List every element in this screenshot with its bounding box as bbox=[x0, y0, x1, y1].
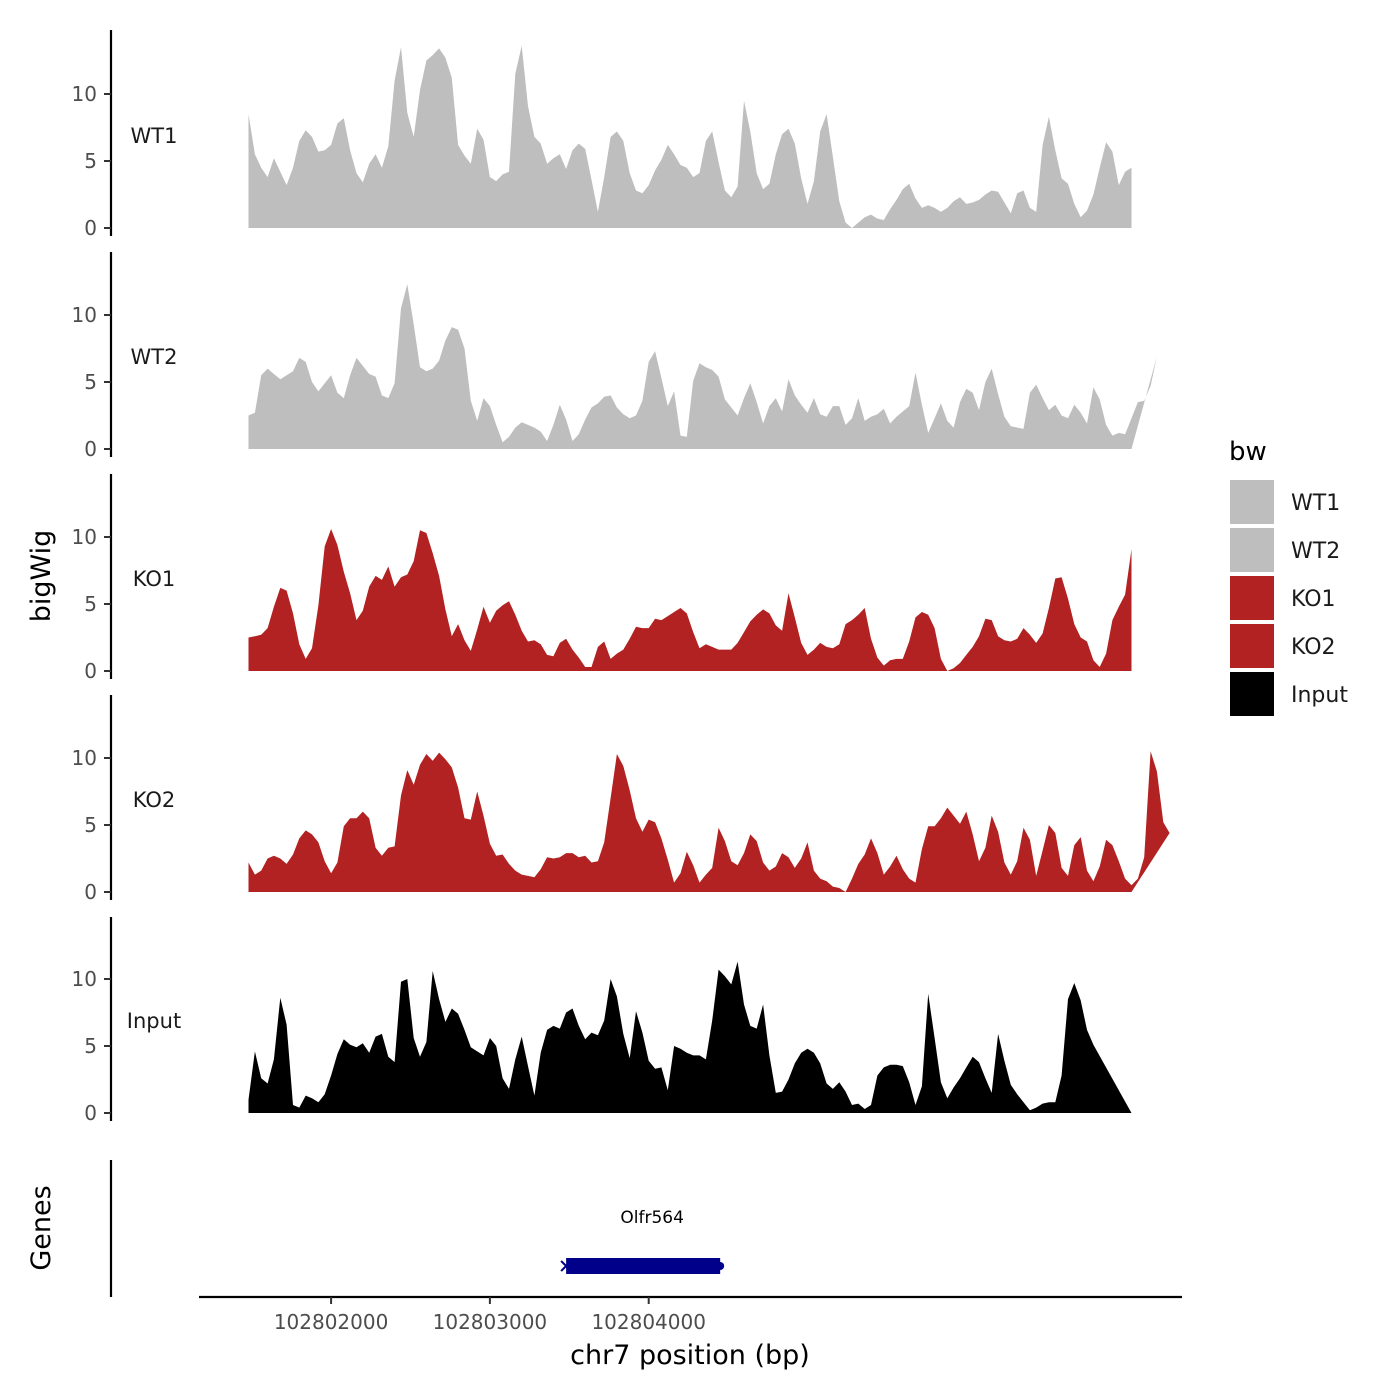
y-tick-label: 5 bbox=[84, 813, 97, 837]
gene-features: Olfr564 bbox=[560, 1208, 725, 1274]
y-tick-label: 10 bbox=[72, 525, 97, 549]
y-tick-label: 0 bbox=[84, 1101, 97, 1125]
legend-swatch-ko1 bbox=[1230, 576, 1274, 620]
legend-label-wt2: WT2 bbox=[1291, 539, 1340, 564]
track-wt1: 0 5 10 WT1 bbox=[72, 30, 1132, 240]
area-wt1 bbox=[248, 45, 1132, 228]
y-tick-label: 0 bbox=[84, 880, 97, 904]
gene-end-marker bbox=[716, 1262, 725, 1270]
signal-tracks: 0 5 10 WT1 0 5 10 WT2 0 5 10 KO1 0 5 10 KO2 0 5 10 Input bbox=[72, 30, 1170, 1125]
legend-title: bw bbox=[1229, 437, 1267, 467]
x-tick-label: 102804000 bbox=[591, 1310, 706, 1334]
gene-body bbox=[566, 1258, 721, 1274]
x-axis-title: chr7 position (bp) bbox=[570, 1340, 810, 1371]
gene-strand-marker bbox=[560, 1260, 572, 1272]
x-tick-label: 102803000 bbox=[433, 1310, 548, 1334]
legend: bw WT1 WT2 KO1 KO2 Input bbox=[1229, 437, 1348, 716]
track-ko2: 0 5 10 KO2 bbox=[72, 695, 1170, 904]
y-tick-label: 10 bbox=[72, 746, 97, 770]
track-label-ko2: KO2 bbox=[133, 788, 176, 812]
area-wt2 bbox=[248, 284, 1157, 449]
y-tick-label: 10 bbox=[72, 303, 97, 327]
gene-label: Olfr564 bbox=[620, 1208, 684, 1228]
legend-label-ko2: KO2 bbox=[1291, 635, 1336, 660]
track-label-wt2: WT2 bbox=[131, 345, 178, 369]
track-label-input: Input bbox=[127, 1009, 181, 1033]
legend-swatch-input bbox=[1230, 672, 1274, 716]
legend-swatch-ko2 bbox=[1230, 624, 1274, 668]
legend-swatch-wt1 bbox=[1230, 480, 1274, 524]
track-ko1: 0 5 10 KO1 bbox=[72, 474, 1132, 683]
x-axis-ticks: 102802000 102803000 102804000 bbox=[274, 1297, 706, 1334]
legend-label-ko1: KO1 bbox=[1291, 587, 1336, 612]
x-tick-label: 102802000 bbox=[274, 1310, 389, 1334]
y-tick-label: 5 bbox=[84, 592, 97, 616]
area-input bbox=[248, 961, 1132, 1113]
track-wt2: 0 5 10 WT2 bbox=[72, 252, 1157, 461]
track-label-wt1: WT1 bbox=[131, 124, 178, 148]
y-tick-label: 5 bbox=[84, 149, 97, 173]
y-axis-title: bigWig bbox=[26, 530, 57, 623]
y-tick-label: 0 bbox=[84, 659, 97, 683]
y-tick-label: 10 bbox=[72, 967, 97, 991]
area-ko2 bbox=[248, 751, 1170, 892]
legend-entries: WT1 WT2 KO1 KO2 Input bbox=[1230, 480, 1348, 716]
x-axis: 102802000 102803000 102804000 chr7 positio… bbox=[199, 1295, 1182, 1371]
y-tick-label: 10 bbox=[72, 82, 97, 106]
track-input: 0 5 10 Input bbox=[72, 917, 1132, 1125]
y-tick-label: 5 bbox=[84, 1034, 97, 1058]
legend-label-input: Input bbox=[1291, 683, 1348, 708]
y-tick-label: 5 bbox=[84, 370, 97, 394]
area-ko1 bbox=[248, 529, 1132, 671]
legend-label-wt1: WT1 bbox=[1291, 491, 1340, 516]
genes-track: Genes Olfr564 bbox=[26, 1160, 725, 1297]
legend-swatch-wt2 bbox=[1230, 528, 1274, 572]
genes-track-title: Genes bbox=[26, 1185, 57, 1270]
y-tick-label: 0 bbox=[84, 437, 97, 461]
y-tick-label: 0 bbox=[84, 216, 97, 240]
track-label-ko1: KO1 bbox=[133, 567, 176, 591]
